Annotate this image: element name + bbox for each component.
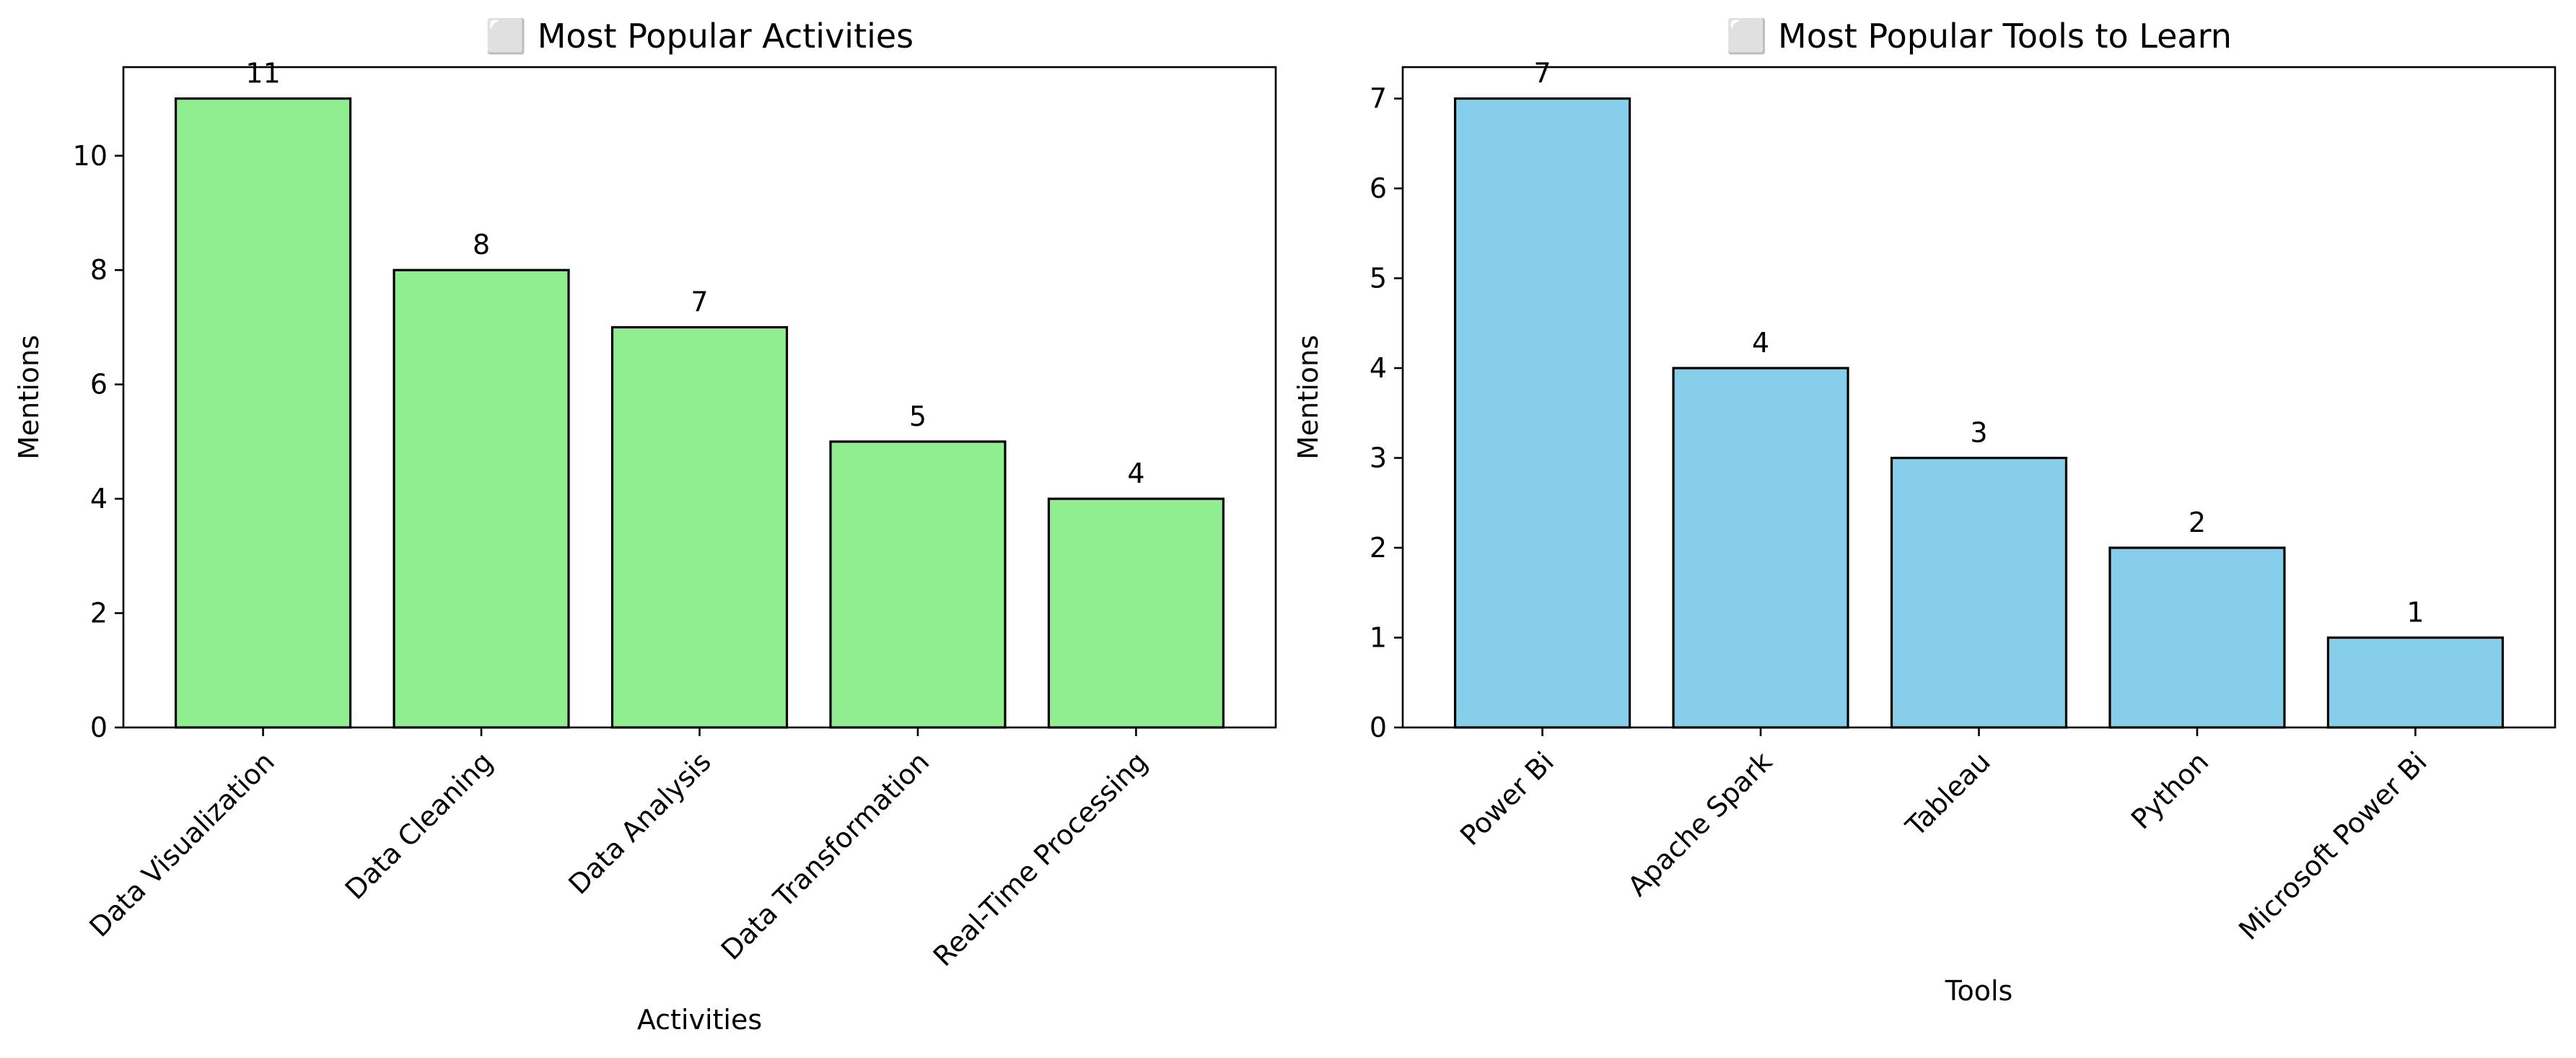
bar-4 <box>829 440 1007 729</box>
data-label: 5 <box>909 401 926 432</box>
bar-3 <box>1890 456 2068 729</box>
y-axis-label: Mentions <box>13 335 45 460</box>
y-tick-label: 6 <box>90 369 108 401</box>
x-tick-label: Power Bi <box>1454 746 1560 852</box>
data-label: 2 <box>2189 507 2206 538</box>
y-tick-label: 0 <box>90 712 108 743</box>
x-tick-label: Python <box>2125 746 2214 835</box>
data-label: 3 <box>1970 417 1987 449</box>
y-tick-label: 0 <box>1370 712 1387 743</box>
y-tick-label: 4 <box>90 483 108 515</box>
bar-4 <box>2108 546 2286 729</box>
data-label: 4 <box>1752 327 1769 359</box>
y-tick-label: 4 <box>1370 352 1387 384</box>
bar-1 <box>174 97 352 729</box>
y-tick-label: 7 <box>1370 83 1387 115</box>
y-tick-label: 2 <box>90 598 108 629</box>
x-axis-label: Tools <box>1945 975 2013 1007</box>
y-axis-label: Mentions <box>1292 335 1324 460</box>
y-tick-label: 5 <box>1370 263 1387 294</box>
bar-5 <box>1047 497 1225 729</box>
y-tick-label: 6 <box>1370 172 1387 204</box>
x-tick-label: Data Visualization <box>83 746 281 943</box>
data-label: 4 <box>1127 458 1144 489</box>
bar-3 <box>610 325 789 729</box>
bar-1 <box>1453 97 1631 729</box>
data-label: 7 <box>1533 58 1551 89</box>
x-tick-label: Tableau <box>1899 746 1997 843</box>
y-tick-label: 1 <box>1370 622 1387 654</box>
chart-1: 11 8 7 5 4 0 2 4 6 8 10 Data Visualization Data Clea… <box>13 17 1277 1036</box>
x-tick-label: Real-Time Processing <box>927 746 1154 972</box>
data-label: 7 <box>691 286 708 318</box>
x-tick-label: Data Cleaning <box>339 746 499 906</box>
chart-2: 7 4 3 2 1 0 1 2 3 4 5 6 7 Power Bi Apache Spark Tableau… <box>1292 17 2557 1007</box>
chart-title: ⬜ Most Popular Tools to Learn <box>1726 17 2232 56</box>
x-tick-label: Microsoft Power Bi <box>2233 746 2433 946</box>
data-label: 11 <box>245 58 280 89</box>
bar-2 <box>393 268 570 729</box>
bar-5 <box>2326 636 2505 729</box>
chart-title: ⬜ Most Popular Activities <box>486 17 914 56</box>
data-label: 1 <box>2406 597 2424 629</box>
y-tick-label: 3 <box>1370 442 1387 474</box>
y-tick-label: 2 <box>1370 532 1387 564</box>
x-axis-label: Activities <box>637 1004 762 1036</box>
x-tick-label: Data Transformation <box>715 746 935 966</box>
x-tick-label: Apache Spark <box>1621 746 1778 902</box>
y-tick-label: 10 <box>73 140 108 172</box>
bar-2 <box>1672 367 1849 729</box>
y-tick-label: 8 <box>90 254 108 286</box>
x-tick-label: Data Analysis <box>562 746 717 901</box>
data-label: 8 <box>473 229 490 261</box>
